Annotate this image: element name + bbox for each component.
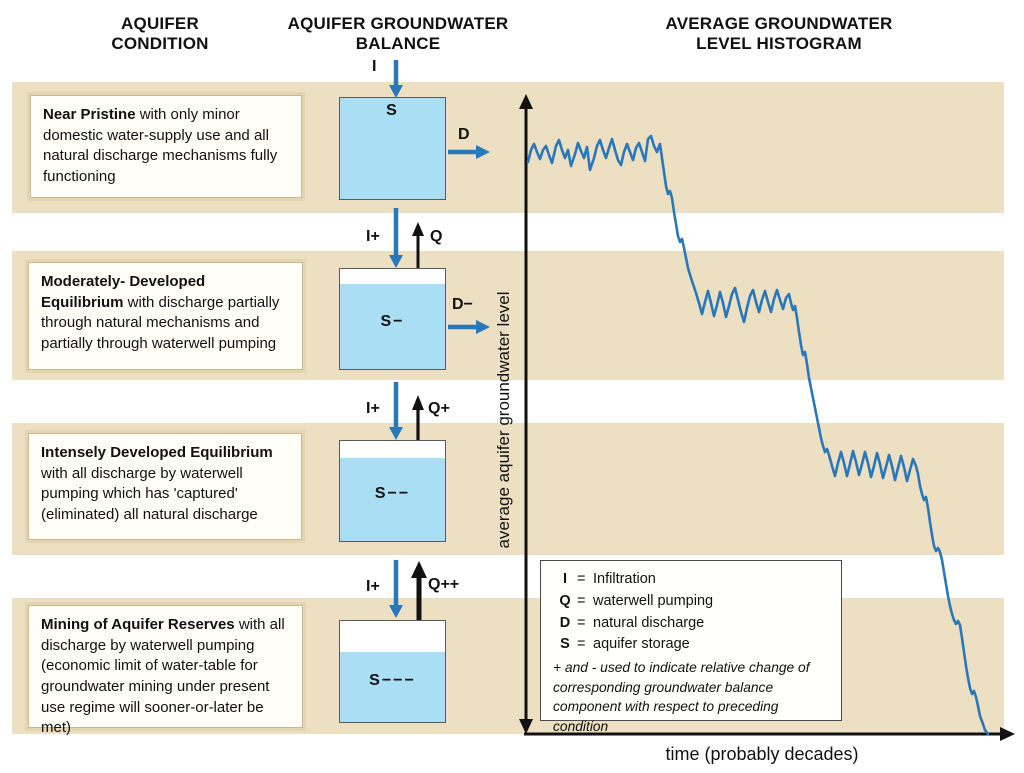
legend-row-infiltration: I = Infiltration [553, 569, 831, 591]
legend-symbol: D [559, 614, 571, 631]
infiltration-label-1: I [372, 58, 377, 75]
condition-box-moderately-developed: Moderately- Developed Equilibrium with d… [28, 262, 303, 370]
legend-definition: natural discharge [593, 614, 705, 631]
condition-box-mining-reserves: Mining of Aquifer Reserves with all disc… [28, 605, 303, 736]
y-axis-label: average aquifer groundwater level [494, 291, 513, 549]
legend-equals: = [577, 636, 586, 653]
legend-definition: Infiltration [593, 571, 656, 587]
condition-text-2: with discharge partially through natural… [41, 293, 280, 353]
legend-equals: = [577, 571, 586, 587]
x-axis-label: time (probably decades) [665, 744, 859, 764]
legend-symbol: Q [559, 592, 571, 609]
pumping-arrowhead-4 [411, 561, 427, 578]
water-fill-4 [340, 652, 445, 722]
infiltration-label-4: I+ [366, 578, 380, 595]
condition-lead-4: Mining of Aquifer Reserves [41, 616, 235, 633]
discharge-label-2: D− [452, 296, 473, 313]
condition-text-1: with only minor domestic water-supply us… [43, 106, 278, 186]
column-header-groundwater-balance: AQUIFER GROUNDWATER BALANCE [287, 14, 509, 54]
column-header-aquifer-condition: AQUIFER CONDITION [111, 14, 209, 54]
condition-text-4: with all discharge by waterwell pumping … [41, 616, 285, 737]
legend-row-storage: S = aquifer storage [553, 634, 831, 656]
legend-row-pumping: Q = waterwell pumping [553, 591, 831, 613]
legend-equals: = [577, 592, 586, 609]
storage-label-4: S−−− [369, 671, 416, 689]
condition-box-near-pristine: Near Pristine with only minor domestic w… [30, 95, 302, 198]
legend-row-discharge: D = natural discharge [553, 613, 831, 635]
storage-box-3: S−− [339, 440, 446, 542]
pumping-arrowhead-2 [412, 222, 424, 236]
column-header-level-histogram: AVERAGE GROUNDWATER LEVEL HISTOGRAM [665, 14, 893, 54]
storage-label-2: S− [380, 313, 405, 330]
legend-symbol: S [560, 636, 570, 653]
storage-box-2: S− [339, 268, 446, 370]
legend-equals: = [577, 614, 586, 631]
legend-note: + and - used to indicate relative change… [553, 660, 810, 734]
legend-definition: waterwell pumping [593, 592, 714, 609]
discharge-label-1: D [458, 126, 470, 143]
pumping-arrowhead-3 [412, 395, 424, 410]
pumping-label-2: Q [430, 228, 443, 245]
storage-box-1: S [339, 97, 446, 200]
water-fill-2 [340, 284, 445, 369]
water-fill-1 [340, 98, 445, 199]
condition-text-3: with all discharge by waterwell pumping … [41, 464, 258, 524]
water-fill-3 [340, 458, 445, 541]
condition-lead-1: Near Pristine [43, 106, 136, 123]
storage-label-3: S−− [374, 485, 411, 502]
legend-symbol: I [562, 571, 568, 587]
storage-box-4: S−−− [339, 620, 446, 723]
condition-box-intensely-developed: Intensely Developed Equilibrium with all… [28, 433, 302, 540]
condition-lead-2: Moderately- Developed Equilibrium [41, 273, 206, 311]
pumping-label-3: Q+ [428, 400, 450, 417]
condition-lead-3: Intensely Developed Equilibrium [41, 444, 273, 461]
legend-definition: aquifer storage [593, 636, 690, 653]
infiltration-label-3: I+ [366, 400, 380, 417]
storage-label-1: S [386, 102, 399, 119]
pumping-label-4: Q++ [428, 576, 460, 593]
infiltration-label-2: I+ [366, 228, 380, 245]
legend-box: I = Infiltration Q = waterwell pumping D… [540, 560, 842, 734]
